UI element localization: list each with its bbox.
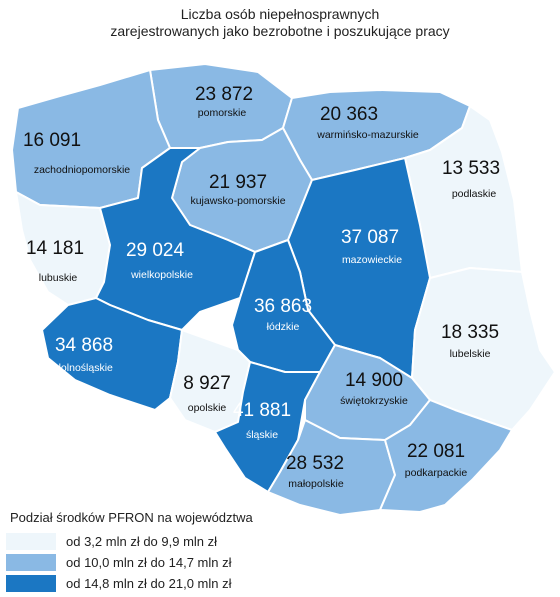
legend: Podział środków PFRON na województwa od … [6,510,326,594]
region-value-lubuskie: 14 181 [26,238,84,259]
map-title-line1: Liczba osób niepełnosprawnych [180,6,380,22]
region-value-opolskie: 8 927 [183,373,231,394]
region-malopolskie[interactable] [267,419,396,516]
region-name-mazowieckie: mazowieckie [342,254,402,266]
map-title-line2: zarejestrowanych jako bezrobotne i poszu… [110,23,450,39]
legend-item-low: od 3,2 mln zł do 9,9 mln zł [6,531,326,552]
region-name-lubuskie: lubuskie [39,272,78,284]
legend-item-high: od 14,8 mln zł do 21,0 mln zł [6,573,326,594]
legend-title: Podział środków PFRON na województwa [10,510,253,525]
region-name-slaskie: śląskie [246,429,278,441]
region-name-swietokrzyskie: świętokrzyskie [340,395,408,407]
region-name-podkarpackie: podkarpackie [405,467,468,479]
legend-item-mid: od 10,0 mln zł do 14,7 mln zł [6,552,326,573]
region-name-pomorskie: pomorskie [198,107,247,119]
region-name-podlaskie: podlaskie [452,188,497,200]
region-value-lodzkie: 36 863 [254,296,312,317]
region-value-zachodniopomorskie: 16 091 [23,130,81,151]
region-value-podkarpackie: 22 081 [407,441,465,462]
legend-swatch-mid [6,554,56,571]
region-name-warminsko-mazurskie: warmińsko-mazurskie [316,129,419,141]
region-name-dolnoslaskie: dolnośląskie [55,362,113,374]
legend-label-mid: od 10,0 mln zł do 14,7 mln zł [66,555,232,570]
region-name-lubelskie: lubelskie [450,348,491,360]
region-value-dolnoslaskie: 34 868 [55,335,113,356]
legend-label-high: od 14,8 mln zł do 21,0 mln zł [66,576,232,591]
region-name-lodzkie: łódzkie [267,321,300,333]
region-name-kujawsko-pomorskie: kujawsko-pomorskie [190,195,285,207]
region-value-kujawsko-pomorskie: 21 937 [209,172,267,193]
region-name-zachodniopomorskie: zachodniopomorskie [34,164,130,176]
region-value-lubelskie: 18 335 [441,322,499,343]
region-value-warminsko-mazurskie: 20 363 [320,104,378,125]
map-title: Liczba osób niepełnosprawnych zarejestro… [0,6,560,40]
region-value-podlaskie: 13 533 [442,158,500,179]
region-value-pomorskie: 23 872 [195,84,253,105]
region-value-malopolskie: 28 532 [286,453,344,474]
region-name-opolskie: opolskie [188,402,227,414]
region-podkarpackie[interactable] [379,399,513,513]
legend-swatch-low [6,533,56,550]
region-value-mazowieckie: 37 087 [341,227,399,248]
region-name-malopolskie: małopolskie [288,478,344,490]
region-value-swietokrzyskie: 14 900 [345,370,403,391]
region-value-wielkopolskie: 29 024 [126,240,185,261]
region-wielkopolskie[interactable] [95,147,256,331]
legend-swatch-high [6,575,56,592]
region-name-wielkopolskie: wielkopolskie [130,269,193,281]
region-value-slaskie: 41 881 [233,400,291,421]
region-labels: 23 872 pomorskie 16 091 zachodniopomorskie 2… [23,84,500,490]
legend-label-low: od 3,2 mln zł do 9,9 mln zł [66,534,218,549]
